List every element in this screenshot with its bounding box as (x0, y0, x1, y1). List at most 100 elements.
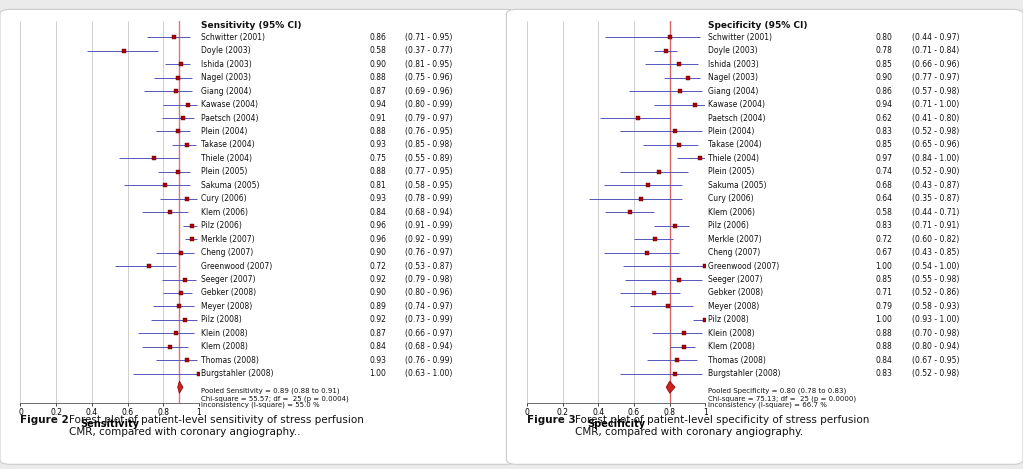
Text: Sensitivity (95% CI): Sensitivity (95% CI) (202, 21, 302, 30)
Text: (0.58 - 0.93): (0.58 - 0.93) (911, 302, 959, 311)
Text: (0.76 - 0.99): (0.76 - 0.99) (405, 356, 453, 365)
Text: 0.62: 0.62 (876, 113, 892, 122)
Text: 0.58: 0.58 (876, 208, 892, 217)
Text: 1.00: 1.00 (876, 315, 892, 325)
Text: Cury (2006): Cury (2006) (708, 194, 753, 203)
Text: (0.65 - 0.96): (0.65 - 0.96) (911, 140, 960, 150)
Text: 0.85: 0.85 (876, 140, 892, 150)
Text: 0.91: 0.91 (369, 113, 386, 122)
Text: Burgstahler (2008): Burgstahler (2008) (708, 369, 780, 378)
Text: (0.52 - 0.90): (0.52 - 0.90) (911, 167, 959, 176)
Polygon shape (666, 381, 675, 393)
Text: (0.85 - 0.98): (0.85 - 0.98) (405, 140, 452, 150)
Text: Takase (2004): Takase (2004) (202, 140, 255, 150)
Text: 0.87: 0.87 (369, 87, 386, 96)
Text: Chi-square = 75.13; df =  25 (p = 0.0000): Chi-square = 75.13; df = 25 (p = 0.0000) (708, 395, 855, 402)
Text: 0.84: 0.84 (369, 208, 386, 217)
Text: (0.80 - 0.94): (0.80 - 0.94) (911, 342, 959, 351)
Text: Pooled Specificity = 0.80 (0.78 to 0.83): Pooled Specificity = 0.80 (0.78 to 0.83) (708, 388, 846, 394)
Text: 0.88: 0.88 (369, 127, 386, 136)
Text: (0.44 - 0.97): (0.44 - 0.97) (911, 33, 960, 42)
Text: (0.67 - 0.95): (0.67 - 0.95) (911, 356, 960, 365)
Text: (0.76 - 0.95): (0.76 - 0.95) (405, 127, 453, 136)
Text: (0.53 - 0.87): (0.53 - 0.87) (405, 262, 452, 271)
Text: 0.87: 0.87 (369, 329, 386, 338)
Text: Kawase (2004): Kawase (2004) (708, 100, 764, 109)
Text: (0.77 - 0.95): (0.77 - 0.95) (405, 167, 453, 176)
Text: 0.71: 0.71 (876, 288, 892, 297)
Text: (0.43 - 0.85): (0.43 - 0.85) (911, 248, 959, 257)
Text: 0.83: 0.83 (876, 127, 892, 136)
Text: (0.78 - 0.99): (0.78 - 0.99) (405, 194, 452, 203)
Text: Paetsch (2004): Paetsch (2004) (708, 113, 765, 122)
Text: Figure 3: Figure 3 (527, 416, 576, 425)
Text: 0.74: 0.74 (876, 167, 893, 176)
Text: (0.79 - 0.97): (0.79 - 0.97) (405, 113, 453, 122)
Text: (0.84 - 1.00): (0.84 - 1.00) (911, 154, 959, 163)
Text: (0.68 - 0.94): (0.68 - 0.94) (405, 208, 452, 217)
Text: Klem (2006): Klem (2006) (708, 208, 755, 217)
Text: Plein (2005): Plein (2005) (708, 167, 754, 176)
Text: 0.58: 0.58 (369, 46, 386, 55)
Polygon shape (178, 381, 183, 393)
Text: 0.90: 0.90 (876, 73, 893, 82)
Text: Giang (2004): Giang (2004) (202, 87, 252, 96)
Text: 0.93: 0.93 (369, 356, 387, 365)
Text: 0.67: 0.67 (876, 248, 893, 257)
Text: 0.86: 0.86 (876, 87, 892, 96)
Text: Paetsch (2004): Paetsch (2004) (202, 113, 259, 122)
Text: Inconsistency (I-square) = 55.0 %: Inconsistency (I-square) = 55.0 % (202, 402, 320, 408)
Text: (0.80 - 0.96): (0.80 - 0.96) (405, 288, 452, 297)
Text: 0.90: 0.90 (369, 60, 387, 68)
Text: 0.64: 0.64 (876, 194, 893, 203)
Text: Merkle (2007): Merkle (2007) (202, 234, 255, 243)
Text: 0.97: 0.97 (876, 154, 893, 163)
Text: (0.81 - 0.95): (0.81 - 0.95) (405, 60, 452, 68)
Text: 0.83: 0.83 (876, 221, 892, 230)
Text: (0.91 - 0.99): (0.91 - 0.99) (405, 221, 452, 230)
Text: 0.88: 0.88 (876, 329, 892, 338)
Text: (0.55 - 0.89): (0.55 - 0.89) (405, 154, 452, 163)
Text: Giang (2004): Giang (2004) (708, 87, 758, 96)
Text: Thomas (2008): Thomas (2008) (708, 356, 765, 365)
Text: 0.96: 0.96 (369, 234, 387, 243)
Text: Meyer (2008): Meyer (2008) (202, 302, 253, 311)
Text: Meyer (2008): Meyer (2008) (708, 302, 759, 311)
Text: 0.88: 0.88 (369, 167, 386, 176)
Text: 0.96: 0.96 (369, 221, 387, 230)
Text: 0.88: 0.88 (369, 73, 386, 82)
Text: 0.85: 0.85 (876, 60, 892, 68)
X-axis label: Specificity: Specificity (587, 419, 646, 429)
Text: Nagel (2003): Nagel (2003) (708, 73, 757, 82)
Text: (0.52 - 0.86): (0.52 - 0.86) (911, 288, 959, 297)
Text: (0.73 - 0.99): (0.73 - 0.99) (405, 315, 453, 325)
Text: Klein (2008): Klein (2008) (708, 329, 754, 338)
Text: (0.41 - 0.80): (0.41 - 0.80) (911, 113, 959, 122)
Text: (0.71 - 0.95): (0.71 - 0.95) (405, 33, 452, 42)
Text: (0.93 - 1.00): (0.93 - 1.00) (911, 315, 959, 325)
Text: Thomas (2008): Thomas (2008) (202, 356, 259, 365)
Text: 0.93: 0.93 (369, 140, 387, 150)
Text: 0.84: 0.84 (369, 342, 386, 351)
Text: Thiele (2004): Thiele (2004) (708, 154, 758, 163)
Text: 0.86: 0.86 (369, 33, 386, 42)
Text: (0.60 - 0.82): (0.60 - 0.82) (911, 234, 959, 243)
Text: Pilz (2006): Pilz (2006) (202, 221, 242, 230)
Text: Cheng (2007): Cheng (2007) (708, 248, 760, 257)
X-axis label: Sensitivity: Sensitivity (80, 419, 139, 429)
Text: Doyle (2003): Doyle (2003) (202, 46, 251, 55)
Text: 0.80: 0.80 (876, 33, 892, 42)
Text: Schwitter (2001): Schwitter (2001) (202, 33, 265, 42)
Text: Figure 2: Figure 2 (20, 416, 70, 425)
Text: (0.37 - 0.77): (0.37 - 0.77) (405, 46, 453, 55)
Text: (0.75 - 0.96): (0.75 - 0.96) (405, 73, 453, 82)
Text: Plein (2004): Plein (2004) (708, 127, 754, 136)
Text: Thiele (2004): Thiele (2004) (202, 154, 252, 163)
Text: 0.75: 0.75 (369, 154, 387, 163)
Text: (0.66 - 0.97): (0.66 - 0.97) (405, 329, 453, 338)
Text: 1.00: 1.00 (369, 369, 386, 378)
Text: 0.92: 0.92 (369, 275, 386, 284)
Text: (0.55 - 0.98): (0.55 - 0.98) (911, 275, 959, 284)
Text: (0.69 - 0.96): (0.69 - 0.96) (405, 87, 453, 96)
Text: 0.85: 0.85 (876, 275, 892, 284)
